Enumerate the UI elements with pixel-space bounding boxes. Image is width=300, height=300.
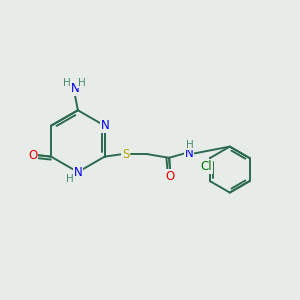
Text: O: O [166,169,175,183]
Text: O: O [28,149,38,162]
Text: N: N [74,167,82,179]
Text: N: N [185,147,194,160]
Text: N: N [101,119,110,132]
Text: Cl: Cl [200,160,212,173]
Text: H: H [77,78,85,88]
Text: H: H [66,174,74,184]
Text: H: H [63,78,71,88]
Text: N: N [70,82,79,95]
Text: S: S [122,148,130,161]
Text: H: H [186,140,194,150]
